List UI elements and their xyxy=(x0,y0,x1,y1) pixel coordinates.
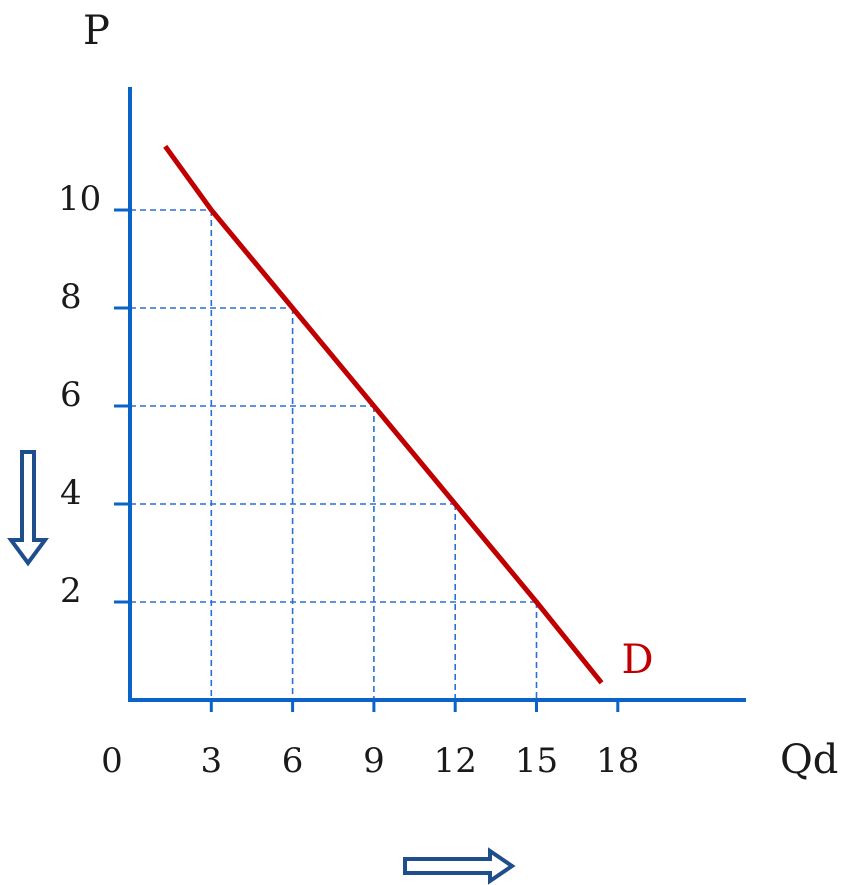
x-ticks: 3 6 9 12 15 18 xyxy=(200,700,639,781)
x-tick-label: 3 xyxy=(200,741,222,781)
x-tick-label: 9 xyxy=(363,741,385,781)
grid-lines xyxy=(130,209,538,700)
series: D xyxy=(163,144,654,685)
y-axis-title: P xyxy=(83,8,110,54)
x-tick-label: 15 xyxy=(515,741,558,781)
x-tick-label: 12 xyxy=(434,741,477,781)
demand-curve xyxy=(163,144,604,685)
axes xyxy=(128,87,746,702)
y-ticks: 2 4 6 8 10 xyxy=(58,179,130,611)
origin-label: 0 xyxy=(101,741,123,781)
y-tick-label: 8 xyxy=(60,277,82,317)
x-tick-label: 6 xyxy=(282,741,304,781)
down-arrow-icon xyxy=(7,450,49,567)
y-tick-label: 10 xyxy=(58,179,101,219)
x-tick-label: 18 xyxy=(596,741,639,781)
y-tick-label: 4 xyxy=(60,473,82,513)
right-arrow-icon xyxy=(403,847,516,885)
y-tick-label: 2 xyxy=(60,571,82,611)
series-label: D xyxy=(622,637,654,683)
y-tick-label: 6 xyxy=(60,375,82,415)
x-axis-title: Qd xyxy=(780,737,838,783)
